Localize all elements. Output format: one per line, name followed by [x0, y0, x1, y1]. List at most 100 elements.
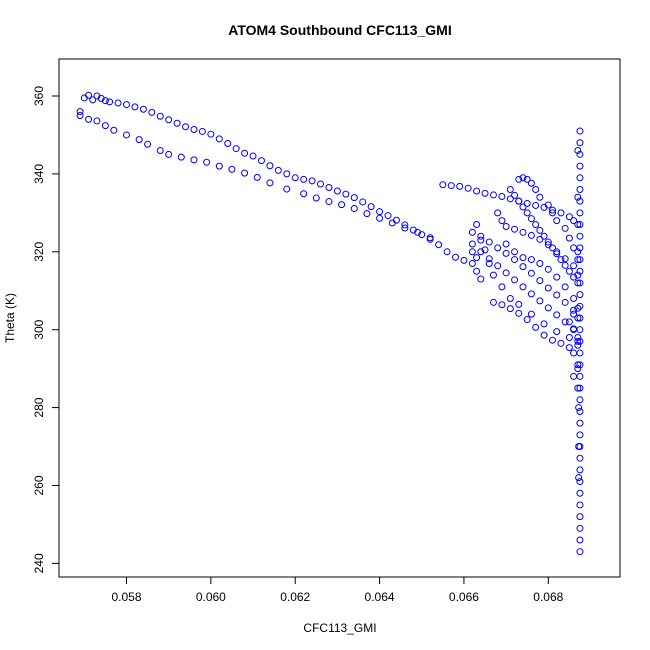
data-point	[519, 263, 527, 271]
x-tick-label: 0.062	[280, 590, 310, 604]
data-point	[215, 162, 223, 170]
data-point	[515, 300, 523, 308]
data-point	[511, 191, 519, 199]
data-point	[481, 246, 489, 254]
data-point	[576, 150, 584, 158]
data-point	[241, 149, 249, 157]
data-point	[576, 244, 584, 252]
data-point	[576, 513, 584, 521]
data-point	[553, 311, 561, 319]
data-point	[502, 269, 510, 277]
data-point	[570, 273, 578, 281]
data-point	[553, 250, 561, 258]
data-point	[228, 165, 236, 173]
data-point	[511, 225, 519, 233]
data-point	[553, 217, 561, 225]
data-point	[576, 185, 584, 193]
data-point	[350, 194, 358, 202]
data-point	[207, 130, 215, 138]
data-point	[561, 318, 569, 326]
data-point	[506, 185, 514, 193]
data-point	[283, 185, 291, 193]
data-point	[477, 275, 485, 283]
data-point	[367, 203, 375, 211]
data-point	[576, 548, 584, 556]
x-tick-label: 0.066	[449, 590, 479, 604]
data-point	[464, 184, 472, 192]
data-point	[576, 267, 584, 275]
data-point	[527, 269, 535, 277]
data-point	[376, 208, 384, 216]
data-point	[426, 234, 434, 242]
data-point	[477, 236, 485, 244]
data-point	[574, 193, 582, 201]
data-point	[576, 524, 584, 532]
data-point	[494, 262, 502, 270]
data-point	[576, 349, 584, 357]
data-point	[540, 331, 548, 339]
data-point	[565, 213, 573, 221]
data-point	[384, 212, 392, 220]
points-layer	[76, 91, 584, 556]
data-point	[308, 177, 316, 185]
y-axis-label: Theta (K)	[3, 293, 17, 343]
data-point	[511, 248, 519, 256]
data-point	[182, 123, 190, 131]
data-point	[570, 295, 578, 303]
data-point	[576, 302, 584, 310]
data-point	[498, 217, 506, 225]
x-axis-label: CFC113_GMI	[303, 621, 376, 635]
data-point	[401, 224, 409, 232]
data-point	[527, 256, 535, 264]
data-point	[506, 295, 514, 303]
data-point	[506, 305, 514, 313]
data-point	[576, 337, 584, 345]
data-point	[177, 153, 185, 161]
data-point	[468, 240, 476, 248]
data-point	[456, 182, 464, 190]
data-point	[338, 201, 346, 209]
data-point	[544, 238, 552, 246]
data-point	[574, 337, 582, 345]
data-point	[570, 306, 578, 314]
data-point	[574, 341, 582, 349]
data-point	[144, 140, 152, 148]
data-point	[122, 101, 130, 109]
x-tick-label: 0.068	[533, 590, 563, 604]
data-point	[575, 474, 583, 482]
data-point	[485, 238, 493, 246]
data-point	[156, 112, 164, 120]
data-point	[576, 454, 584, 462]
data-point	[576, 407, 584, 415]
data-point	[414, 228, 422, 236]
y-tick-label: 260	[32, 475, 46, 495]
data-point	[532, 185, 540, 193]
data-point	[489, 271, 497, 279]
data-point	[576, 372, 584, 380]
data-point	[576, 279, 584, 287]
data-point	[266, 162, 274, 170]
data-point	[481, 189, 489, 197]
data-point	[553, 273, 561, 281]
data-point	[565, 318, 573, 326]
data-point	[131, 103, 139, 111]
data-point	[536, 259, 544, 267]
data-point	[122, 131, 130, 139]
data-point	[494, 209, 502, 217]
y-tick-label: 240	[32, 553, 46, 573]
data-point	[502, 249, 510, 257]
data-point	[325, 184, 333, 192]
data-point	[576, 174, 584, 182]
data-point	[565, 234, 573, 242]
data-point	[173, 119, 181, 127]
data-point	[576, 127, 584, 135]
data-point	[575, 443, 583, 451]
data-point	[114, 99, 122, 107]
data-point	[553, 291, 561, 299]
data-point	[473, 267, 481, 275]
data-point	[574, 365, 582, 373]
data-point	[536, 297, 544, 305]
data-point	[574, 271, 582, 279]
data-point	[283, 170, 291, 178]
